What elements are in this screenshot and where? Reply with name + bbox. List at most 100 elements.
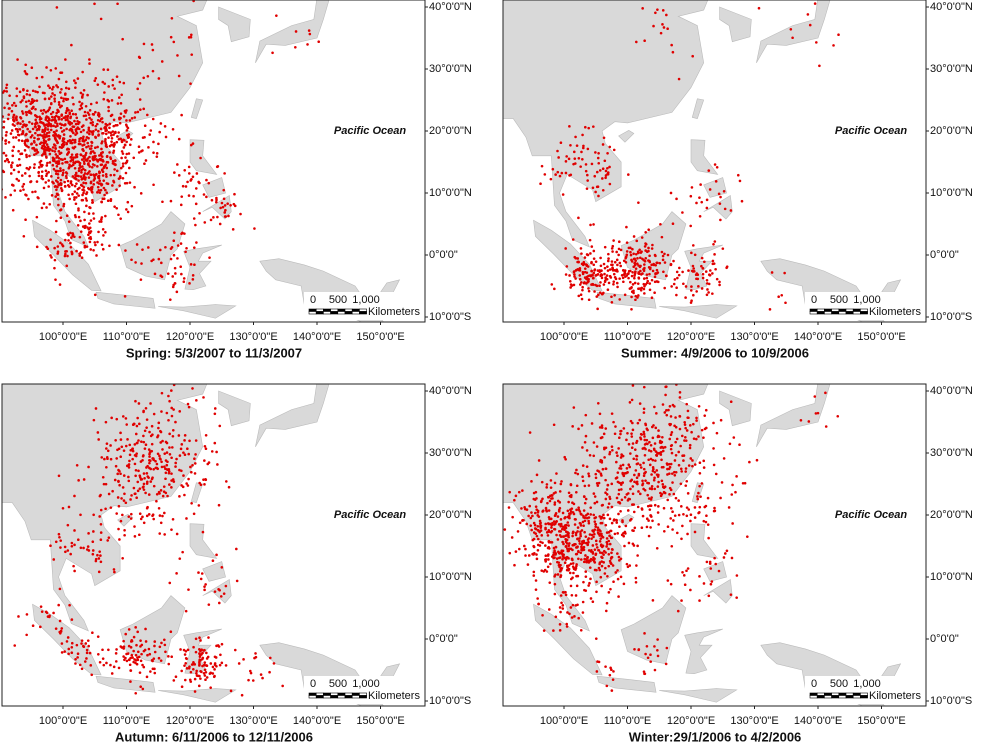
fire-dot bbox=[57, 159, 61, 163]
fire-dot bbox=[47, 185, 50, 188]
fire-dot bbox=[11, 161, 14, 165]
fire-dot bbox=[560, 601, 563, 605]
fire-dot bbox=[668, 486, 672, 490]
fire-dot bbox=[736, 173, 740, 177]
fire-dot bbox=[150, 259, 153, 263]
fire-dot bbox=[153, 650, 157, 654]
fire-dot bbox=[604, 665, 607, 668]
fire-dot bbox=[89, 181, 93, 185]
fire-dot bbox=[127, 479, 131, 483]
fire-dot bbox=[574, 568, 577, 571]
fire-dot bbox=[577, 427, 580, 431]
fire-dot bbox=[681, 570, 684, 574]
fire-dot bbox=[604, 427, 608, 430]
fire-dot bbox=[60, 651, 64, 654]
fire-dot bbox=[181, 184, 185, 188]
fire-dot bbox=[606, 288, 610, 291]
fire-dot bbox=[648, 254, 651, 258]
fire-dot bbox=[186, 447, 189, 451]
fire-dot bbox=[115, 512, 118, 515]
fire-dot bbox=[105, 442, 109, 445]
fire-dot bbox=[624, 255, 628, 259]
fire-dot bbox=[112, 180, 116, 184]
fire-dot bbox=[108, 244, 111, 248]
fire-dot bbox=[680, 537, 683, 541]
fire-dot bbox=[690, 285, 693, 288]
fire-dot bbox=[194, 223, 197, 227]
fire-dot bbox=[165, 468, 169, 471]
fire-dot bbox=[121, 37, 124, 41]
fire-dot bbox=[582, 560, 586, 564]
fire-dot bbox=[187, 477, 190, 481]
scale-seg bbox=[809, 695, 818, 699]
fire-dot bbox=[624, 275, 627, 278]
fire-dot bbox=[122, 138, 125, 142]
lat-label: 30°0'0"N bbox=[930, 447, 973, 459]
fire-dot bbox=[39, 625, 42, 629]
fire-dot bbox=[670, 544, 674, 548]
fire-dot bbox=[678, 391, 682, 394]
fire-dot bbox=[148, 451, 152, 454]
fire-dot bbox=[187, 165, 191, 169]
fire-dot bbox=[832, 44, 835, 47]
fire-dot bbox=[616, 577, 620, 581]
fire-dot bbox=[604, 497, 608, 501]
fire-dot bbox=[70, 43, 73, 47]
fire-dot bbox=[67, 87, 71, 90]
fire-dot bbox=[615, 476, 619, 479]
fire-dot bbox=[223, 172, 226, 175]
scale-seg bbox=[824, 308, 832, 312]
fire-dot bbox=[59, 539, 63, 542]
fire-dot bbox=[215, 198, 218, 202]
fire-dot bbox=[47, 84, 50, 87]
fire-dot bbox=[172, 679, 176, 682]
fire-dot bbox=[120, 497, 123, 500]
fire-dot bbox=[134, 111, 137, 114]
fire-dot bbox=[550, 526, 553, 529]
fire-dot bbox=[69, 135, 72, 138]
fire-dot bbox=[631, 283, 635, 286]
fire-dot bbox=[683, 439, 686, 442]
fire-dot bbox=[57, 149, 61, 153]
fire-dot bbox=[74, 202, 78, 206]
fire-dot bbox=[193, 462, 197, 465]
fire-dot bbox=[639, 463, 642, 467]
fire-dot bbox=[561, 604, 565, 607]
fire-dot bbox=[573, 523, 577, 526]
fire-dot bbox=[199, 483, 203, 487]
fire-dot bbox=[21, 125, 24, 129]
fire-dot bbox=[143, 124, 147, 127]
fire-dot bbox=[682, 459, 685, 462]
fire-dot bbox=[666, 579, 670, 582]
fire-dot bbox=[607, 539, 611, 543]
fire-dot bbox=[104, 137, 107, 141]
fire-dot bbox=[119, 438, 123, 441]
fire-dot bbox=[700, 287, 704, 290]
fire-dot bbox=[187, 588, 190, 591]
fire-dot bbox=[183, 493, 186, 497]
fire-dot bbox=[561, 525, 564, 528]
fire-dot bbox=[691, 464, 694, 468]
scale-seg bbox=[816, 311, 825, 315]
fire-dot bbox=[183, 453, 187, 457]
fire-dot bbox=[167, 394, 170, 398]
fire-dot bbox=[647, 266, 651, 269]
fire-dot bbox=[610, 482, 614, 486]
fire-dot bbox=[650, 263, 653, 267]
fire-dot bbox=[49, 68, 53, 72]
ocean-label: Pacific Ocean bbox=[835, 125, 907, 137]
fire-dot bbox=[626, 432, 629, 435]
fire-dot bbox=[99, 538, 103, 542]
fire-dot bbox=[66, 179, 70, 183]
fire-dot bbox=[50, 256, 53, 259]
fire-dot bbox=[146, 653, 149, 657]
fire-dot bbox=[678, 427, 682, 431]
fire-dot bbox=[655, 261, 659, 265]
fire-dot bbox=[107, 130, 111, 134]
fire-dot bbox=[158, 248, 162, 252]
fire-dot bbox=[126, 136, 130, 139]
fire-dot bbox=[633, 448, 637, 451]
fire-dot bbox=[602, 553, 605, 556]
fire-dot bbox=[153, 671, 157, 675]
fire-dot bbox=[100, 117, 104, 120]
